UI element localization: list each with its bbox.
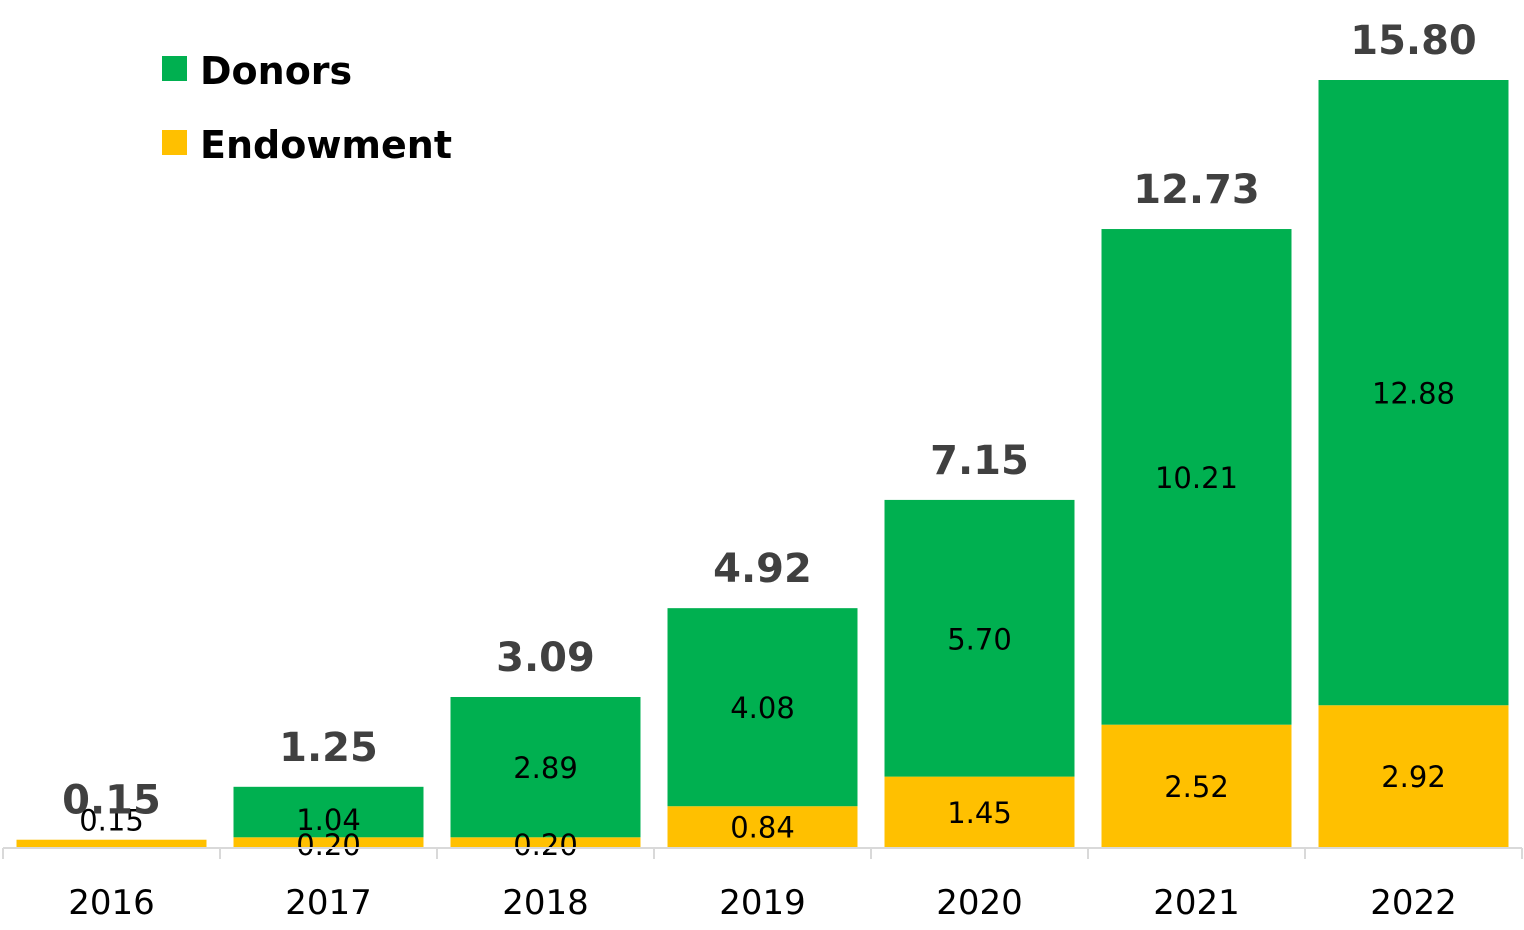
total-value-label: 4.92	[713, 546, 812, 592]
legend: Donors Endowment	[162, 49, 452, 167]
endowment-value-label: 0.84	[730, 811, 795, 845]
total-value-label: 15.80	[1350, 18, 1477, 64]
donors-value-label: 1.04	[296, 803, 361, 837]
endowment-value-label: 0.20	[513, 828, 578, 862]
x-axis: 2016 2017 2018 2019 2020 2021 2022	[3, 848, 1522, 923]
donors-value-label: 2.89	[513, 751, 578, 785]
legend-swatch-endowment	[162, 130, 187, 155]
donors-value-label: 4.08	[730, 691, 795, 725]
total-value-label: 3.09	[496, 635, 595, 681]
donors-value-label: 5.70	[947, 622, 1012, 656]
total-value-label: 7.15	[930, 438, 1029, 484]
x-tick-label: 2022	[1370, 883, 1457, 923]
x-tick-label: 2017	[285, 883, 372, 923]
x-tick-label: 2020	[936, 883, 1023, 923]
legend-label-donors: Donors	[200, 49, 352, 93]
bar-endowment-2016	[17, 840, 207, 847]
total-value-label: 1.25	[279, 725, 378, 771]
chart-canvas: DonorsEndowment 0.150.150.201.041.250.20…	[0, 0, 1524, 930]
endowment-value-label: 1.45	[947, 796, 1012, 830]
legend-label-endowment: Endowment	[200, 123, 452, 167]
total-value-label: 12.73	[1133, 167, 1260, 213]
legend-swatch-donors	[162, 56, 187, 81]
stacked-bar-chart: Donors Endowment 0.15 0.15 0.20 1.04 1.25 0.20…	[0, 0, 1524, 930]
x-tick-label: 2018	[502, 883, 589, 923]
endowment-value-label: 2.52	[1164, 770, 1229, 804]
endowment-value-label: 2.92	[1381, 760, 1446, 794]
donors-value-label: 12.88	[1372, 377, 1455, 411]
x-tick-label: 2021	[1153, 883, 1240, 923]
x-tick-label: 2019	[719, 883, 806, 923]
total-value-label: 0.15	[62, 778, 161, 824]
x-tick-label: 2016	[68, 883, 155, 923]
donors-value-label: 10.21	[1155, 461, 1238, 495]
